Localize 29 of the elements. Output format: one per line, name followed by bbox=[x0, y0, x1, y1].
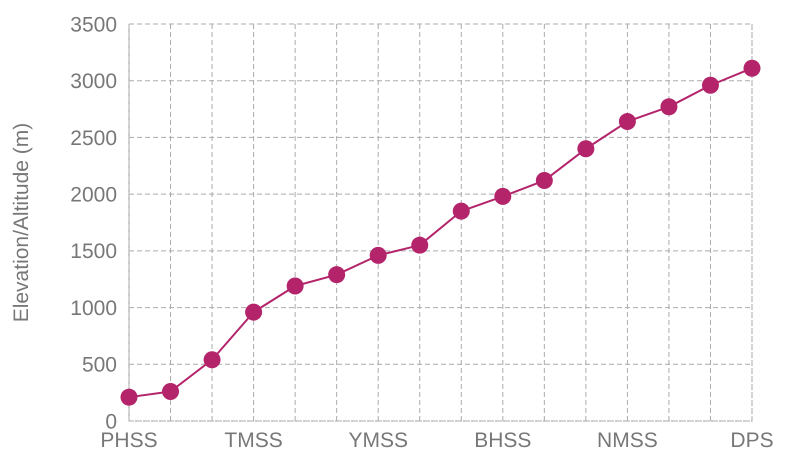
point bbox=[162, 383, 180, 400]
point bbox=[536, 172, 553, 190]
point bbox=[494, 188, 512, 205]
y-axis-title: Elevation/Altitude (m) bbox=[10, 122, 33, 322]
y-tick-label: 2000 bbox=[70, 183, 117, 206]
point bbox=[120, 388, 138, 406]
y-tick-label: 3500 bbox=[70, 13, 117, 36]
point bbox=[660, 98, 678, 116]
point bbox=[411, 236, 428, 254]
point bbox=[286, 278, 304, 295]
point bbox=[452, 202, 470, 220]
x-tick-label: YMSS bbox=[348, 429, 408, 452]
point bbox=[245, 304, 262, 321]
point bbox=[328, 266, 346, 284]
x-tick-label: BHSS bbox=[474, 429, 532, 452]
x-tick-label: DPS bbox=[730, 429, 774, 452]
point bbox=[618, 113, 636, 130]
x-tick-label: NMSS bbox=[597, 429, 658, 452]
point bbox=[702, 76, 719, 94]
y-tick-label: 2500 bbox=[70, 126, 117, 150]
point bbox=[577, 140, 594, 158]
x-tick-label: TMSS bbox=[224, 429, 283, 452]
y-tick-label: 500 bbox=[82, 354, 117, 377]
point bbox=[204, 351, 221, 368]
point bbox=[370, 246, 387, 264]
point bbox=[744, 60, 760, 77]
y-tick-label: 1500 bbox=[70, 240, 117, 264]
y-tick-label: 3000 bbox=[70, 70, 117, 94]
y-tick-label: 1000 bbox=[70, 296, 117, 320]
